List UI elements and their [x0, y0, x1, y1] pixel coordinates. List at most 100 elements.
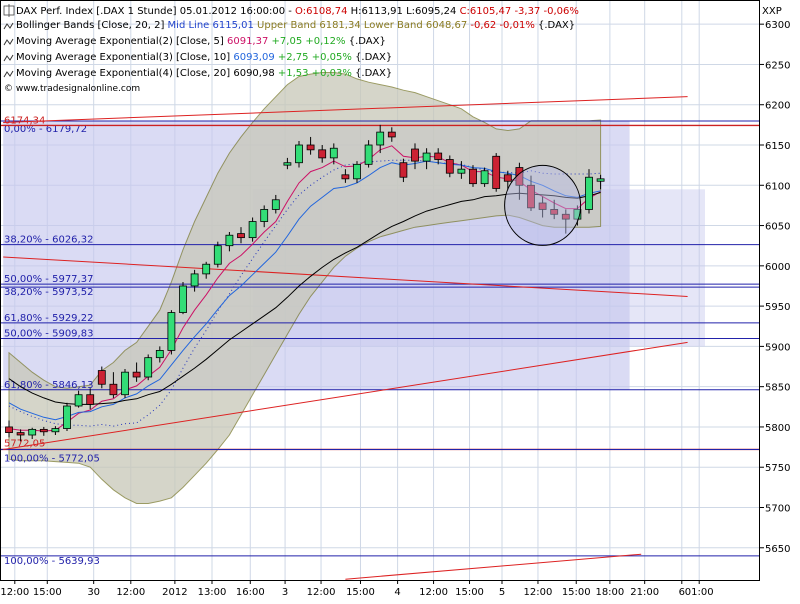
candle-body [16, 432, 25, 436]
fib-level-label: 50,00% - 5909,83 [4, 328, 93, 339]
y-tick-label: 6000 [765, 262, 790, 273]
candle-body [295, 144, 303, 164]
legend-row-bollinger: Bollinger Bands [Close, 20, 2] Mid Line … [3, 20, 575, 31]
candle-down [503, 170, 512, 190]
candle-down [341, 169, 350, 183]
legend-bollinger-text: Bollinger Bands [Close, 20, 2] Mid Line … [16, 20, 575, 31]
indicator-line-icon [3, 70, 14, 78]
candle-up [422, 148, 431, 170]
x-tick-label: 4 [394, 587, 400, 598]
x-tick-label: 21:00 [630, 587, 659, 598]
candle-body [434, 152, 443, 160]
candle-up [74, 390, 83, 408]
trend-channel-lines [3, 96, 688, 580]
candle-body [480, 170, 489, 185]
legend-high-low-values: H:6113,91 L:6095,24 [351, 6, 460, 17]
legend-close-value: C:6105,47 -3,37 -0,06% [460, 6, 579, 17]
candle-body [225, 234, 234, 247]
legend: DAX Perf. Index [.DAX 1 Stunde] 05.01.20… [3, 4, 579, 94]
candle-body [550, 209, 559, 215]
candle-body [445, 159, 454, 174]
candle-up [295, 140, 303, 168]
y-tick-label: 6200 [765, 101, 790, 112]
legend-ema5-value: 6091,37 [227, 36, 268, 47]
candle-body [422, 152, 431, 162]
indicator-line-icon [3, 38, 14, 46]
candle-body [318, 149, 327, 159]
fib-level-label: 38,20% - 6026,32 [4, 235, 93, 246]
candle-down [492, 153, 501, 192]
candle-down [318, 145, 327, 163]
candle-up [225, 232, 234, 252]
legend-bollinger-bands: Upper Band 6181,34 Lower Band 6048,67 [257, 20, 470, 31]
candle-down [86, 388, 95, 410]
y-tick-label: 6050 [765, 222, 790, 233]
candle-up [179, 281, 187, 315]
x-tick-label: 5 [499, 587, 505, 598]
plot-frame [0, 0, 760, 581]
x-tick-label: 12:00 [419, 587, 448, 598]
y-tick-label: 5700 [765, 504, 790, 515]
candle-body [109, 383, 118, 396]
candle-up [585, 169, 593, 214]
bollinger-mid-line [8, 159, 601, 427]
candle-body [179, 285, 187, 313]
candle-down [469, 165, 477, 187]
circle-marker [504, 164, 582, 246]
candle-body [86, 394, 95, 405]
x-tick-label: 12:00 [307, 587, 336, 598]
candle-body [132, 371, 141, 378]
x-tick-label: 12:00 [0, 587, 29, 598]
x-tick-label: 13:00 [198, 587, 227, 598]
legend-ema10-value: 6093,09 [233, 52, 274, 63]
trend-line [3, 256, 688, 297]
candle-up [271, 194, 280, 214]
y-tick-label: 5900 [765, 342, 790, 353]
candle-up [457, 161, 466, 179]
candle-body [271, 199, 280, 210]
x-tick-label: 12:00 [116, 587, 145, 598]
candle-body [5, 426, 13, 433]
candle-up [329, 143, 338, 165]
candle-body [213, 245, 222, 265]
x-tick-label: 12:00 [524, 587, 553, 598]
candle-body [39, 428, 48, 433]
legend-open-value: O:6108,74 [295, 6, 347, 17]
candle-body [399, 162, 408, 178]
legend-bollinger-prefix: Bollinger Bands [Close, 20, 2] [16, 20, 168, 31]
fib-level-label: 38,20% - 5973,52 [4, 287, 93, 298]
trend-line [345, 553, 642, 580]
candle-body [538, 202, 547, 210]
candle-body [561, 213, 570, 220]
candle-down [132, 362, 141, 382]
bollinger-bands [8, 72, 602, 504]
legend-ema20-text: Moving Average Exponential(4) [Close, 20… [16, 68, 392, 79]
x-tick-label: 15:00 [346, 587, 375, 598]
x-axis: 12:00 15:00 30 12:00 2012 13:00 16:00 3 12:00 15:… [0, 580, 714, 598]
legend-ema5-change: +7,05 +0,12% [272, 36, 346, 47]
legend-ema20-prefix: Moving Average Exponential(4) [Close, 20… [16, 68, 233, 79]
candle-body [364, 144, 373, 165]
legend-ema10-prefix: Moving Average Exponential(3) [Close, 10… [16, 52, 233, 63]
candle-up [28, 427, 37, 440]
candle-body [353, 163, 361, 180]
x-tick-label: 01:00 [685, 587, 714, 598]
candle-body [260, 209, 269, 222]
candle-body [387, 131, 396, 138]
trend-line [3, 96, 688, 123]
candle-up [213, 241, 222, 268]
candle-body [74, 394, 83, 407]
x-tick-label: 6 [679, 587, 685, 598]
y-tick-label: 6250 [765, 60, 790, 71]
candle-down [434, 148, 443, 165]
candle-up [376, 124, 385, 154]
candle-up [480, 167, 489, 187]
legend-ema20-symbol: {.DAX} [355, 68, 392, 79]
y-tick-label: 5750 [765, 463, 790, 474]
candle-body [376, 131, 385, 146]
fib-level-label: 100,00% - 5772,05 [4, 453, 100, 464]
legend-ema10-text: Moving Average Exponential(3) [Close, 10… [16, 52, 392, 63]
candle-down [109, 372, 118, 398]
candle-body [503, 174, 512, 182]
